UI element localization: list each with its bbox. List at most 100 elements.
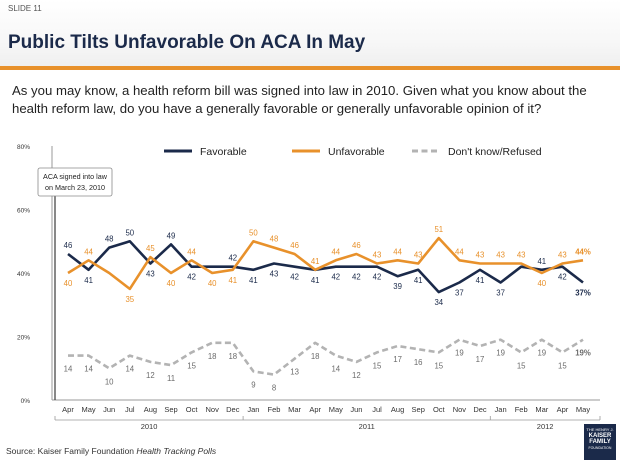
x-tick-label: Jun [350, 405, 362, 414]
line-chart: 0% 20% 40% 60% 80% Apr May Jun Jul Aug Sep Oct Nov De… [17, 144, 601, 431]
data-label-series-1: 42 [290, 273, 299, 282]
aca-annotation-line-1: ACA signed into law [43, 172, 108, 181]
data-label-series-1: 37 [496, 289, 505, 298]
data-label-series-3: 15 [373, 361, 382, 370]
data-label-series-2: 43 [373, 250, 382, 259]
x-tick-label: Jan [495, 405, 507, 414]
title-banner: SLIDE 11 Public Tilts Unfavorable On ACA… [0, 0, 620, 70]
data-label-series-3: 14 [331, 365, 340, 374]
data-label-series-2: 40 [64, 279, 73, 288]
series-line-2 [67, 236, 584, 291]
logo-line-2: KAISER [588, 433, 612, 439]
source-prefix: Source: Kaiser Family Foundation [6, 446, 137, 456]
data-label-series-1: 50 [125, 228, 134, 237]
data-label-series-3: 19 [496, 349, 505, 358]
source-note: Source: Kaiser Family Foundation Health … [6, 446, 216, 456]
y-tick-label: 80% [17, 144, 30, 151]
data-label-series-1: 43 [146, 269, 155, 278]
data-label-series-1: 41 [414, 276, 423, 285]
title-rule [0, 66, 620, 70]
kff-logo: THE HENRY J. KAISER FAMILY FOUNDATION [584, 424, 616, 460]
data-label-series-1: 41 [249, 276, 258, 285]
data-label-series-2: 35 [125, 295, 134, 304]
legend-label-1: Favorable [200, 146, 247, 158]
data-label-series-1: 41 [537, 257, 546, 266]
data-label-series-2: 43 [476, 250, 485, 259]
x-tick-label: Jun [103, 405, 115, 414]
data-label-series-3: 14 [64, 365, 73, 374]
y-tick-label: 60% [17, 208, 30, 215]
x-tick-label: Feb [268, 405, 281, 414]
data-label-series-1: 42 [373, 273, 382, 282]
data-label-series-2: 41 [228, 276, 237, 285]
data-label-series-1: 46 [64, 241, 73, 250]
x-tick-label: Jan [247, 405, 259, 414]
data-label-series-3: 9 [251, 380, 255, 389]
data-label-series-2: 51 [434, 225, 443, 234]
data-label-series-1: 42 [187, 273, 196, 282]
x-tick-label: Mar [535, 405, 548, 414]
data-label-series-2: 43 [517, 250, 526, 259]
x-tick-label: Jul [125, 405, 135, 414]
slide-number: SLIDE 11 [8, 4, 42, 13]
x-tick-label: Aug [391, 405, 404, 414]
data-label-series-1: 34 [434, 298, 443, 307]
data-label-series-1: 42 [331, 273, 340, 282]
year-label: 2012 [537, 422, 554, 431]
data-label-series-2: 43 [496, 250, 505, 259]
aca-annotation-box [37, 167, 113, 197]
x-tick-label: Jul [372, 405, 382, 414]
data-label-series-2: 41 [311, 257, 320, 266]
data-label-series-2: 46 [352, 241, 361, 250]
data-label-series-2: 40 [537, 279, 546, 288]
x-tick-label: Apr [557, 405, 569, 414]
series-line-3 [68, 338, 584, 376]
data-label-series-3: 19% [575, 349, 591, 358]
data-label-series-2: 45 [146, 244, 155, 253]
logo-line-3: FAMILY [589, 439, 611, 445]
data-label-series-2: 44% [575, 247, 591, 256]
data-label-series-1: 39 [393, 282, 402, 291]
x-tick-label: Apr [62, 405, 74, 414]
data-label-series-3: 8 [272, 384, 276, 393]
data-label-series-1: 43 [270, 269, 279, 278]
data-label-series-3: 17 [393, 355, 402, 364]
year-label: 2011 [359, 422, 375, 431]
y-tick-label: 20% [17, 335, 30, 342]
x-tick-label: Sep [412, 405, 425, 414]
x-tick-label: Nov [453, 405, 467, 414]
x-tick-label: Oct [433, 405, 446, 414]
x-tick-label: Mar [288, 405, 301, 414]
data-label-series-1: 41 [476, 276, 485, 285]
data-label-series-1: 49 [167, 231, 176, 240]
logo-line-1: THE HENRY J. [586, 427, 614, 432]
x-tick-label: Apr [309, 405, 321, 414]
data-label-series-1: 41 [84, 276, 93, 285]
survey-question: As you may know, a health reform bill wa… [12, 83, 587, 116]
data-label-series-3: 12 [146, 371, 155, 380]
data-label-series-1: 37% [575, 289, 591, 298]
x-tick-label: Aug [144, 405, 157, 414]
source-title: Health Tracking Polls [136, 446, 217, 456]
data-label-series-3: 14 [84, 365, 93, 374]
data-label-series-3: 13 [290, 368, 299, 377]
data-label-series-1: 41 [311, 276, 320, 285]
x-tick-label: Nov [206, 405, 220, 414]
data-label-series-3: 18 [208, 352, 217, 361]
y-tick-label: 40% [17, 271, 30, 278]
data-label-series-1: 42 [228, 254, 237, 263]
data-label-series-3: 11 [167, 374, 175, 383]
data-label-series-2: 48 [270, 235, 279, 244]
x-tick-label: May [329, 405, 343, 414]
y-tick-label: 0% [21, 398, 31, 405]
data-label-series-1: 48 [105, 235, 114, 244]
data-label-series-2: 50 [249, 228, 258, 237]
data-label-series-2: 44 [455, 247, 464, 256]
year-label: 2010 [141, 422, 158, 431]
x-tick-label: Dec [473, 405, 487, 414]
aca-annotation-line-2: on March 23, 2010 [45, 183, 105, 192]
data-label-series-3: 12 [352, 371, 361, 380]
data-label-series-3: 14 [125, 365, 134, 374]
data-label-series-2: 46 [290, 241, 299, 250]
